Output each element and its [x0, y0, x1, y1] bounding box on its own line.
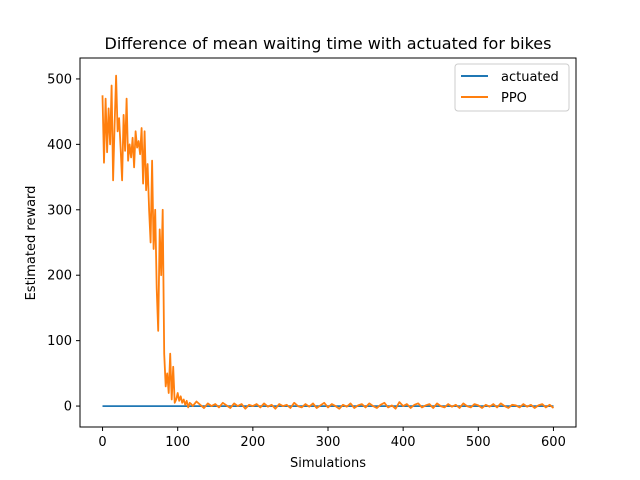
y-tick-label: 400 — [47, 138, 72, 153]
legend-label-ppo: PPO — [501, 91, 527, 106]
x-tick-label: 0 — [98, 435, 106, 450]
y-tick-label: 100 — [47, 334, 72, 349]
y-tick-label: 300 — [47, 203, 72, 218]
x-tick-label: 400 — [391, 435, 416, 450]
x-tick-label: 300 — [316, 435, 341, 450]
y-tick-label: 500 — [47, 72, 72, 87]
series-line-ppo — [101, 74, 555, 410]
y-axis-label: Estimated reward — [24, 186, 39, 301]
axis-ticks: 0 100 200 300 400 500 600 0 100 200 300 400 500 — [47, 72, 566, 450]
x-axis-label: Simulations — [290, 456, 366, 471]
plot-area — [101, 74, 555, 410]
legend: actuated PPO — [454, 63, 570, 112]
chart-title: Difference of mean waiting time with act… — [105, 34, 552, 53]
x-tick-label: 500 — [466, 435, 491, 450]
axes-frame — [79, 57, 577, 428]
x-tick-label: 200 — [240, 435, 265, 450]
x-tick-label: 100 — [165, 435, 190, 450]
x-tick-label: 600 — [541, 435, 566, 450]
legend-label-actuated: actuated — [501, 70, 559, 85]
y-tick-label: 0 — [64, 400, 72, 415]
y-tick-label: 200 — [47, 269, 72, 284]
